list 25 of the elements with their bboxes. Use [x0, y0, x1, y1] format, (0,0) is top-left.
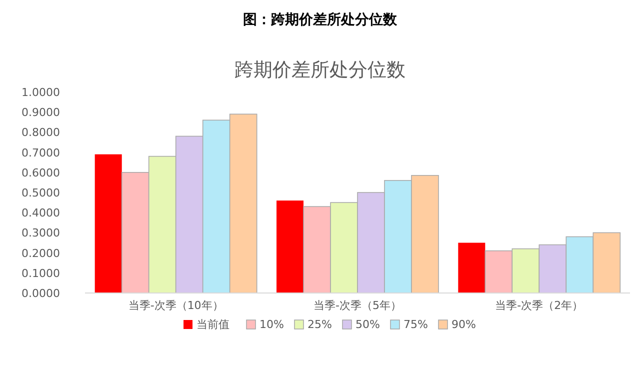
- chart-subtitle: 跨期价差所处分位数: [234, 59, 406, 81]
- x-tick-label: 当季-次季（5年）: [314, 299, 402, 312]
- y-tick-label: 0.7000: [22, 146, 60, 160]
- y-tick-label: 0.6000: [22, 166, 60, 180]
- bar: [276, 200, 304, 293]
- x-tick-label: 当季-次季（10年）: [128, 299, 224, 312]
- legend-label: 50%: [356, 318, 380, 331]
- legend-label: 25%: [308, 318, 332, 331]
- y-tick-label: 0.4000: [22, 206, 60, 220]
- legend-label: 90%: [452, 318, 476, 331]
- y-tick-label: 1.0000: [22, 86, 60, 99]
- chart-title: 图：跨期价差所处分位数: [243, 12, 398, 28]
- y-tick-label: 0.1000: [22, 266, 60, 280]
- y-tick-label: 0.0000: [22, 287, 60, 300]
- y-tick-label: 0.2000: [22, 246, 60, 260]
- bar: [458, 242, 486, 293]
- x-tick-label: 当季-次季（2年）: [495, 299, 584, 312]
- y-tick-label: 0.3000: [22, 226, 60, 240]
- legend-label: 75%: [404, 318, 428, 331]
- y-tick-label: 0.5000: [22, 186, 60, 200]
- legend-label: 10%: [260, 318, 284, 331]
- bar: [94, 154, 122, 293]
- y-tick-label: 0.8000: [22, 126, 60, 140]
- y-tick-label: 0.9000: [22, 106, 60, 120]
- legend-label: 当前值: [196, 318, 230, 331]
